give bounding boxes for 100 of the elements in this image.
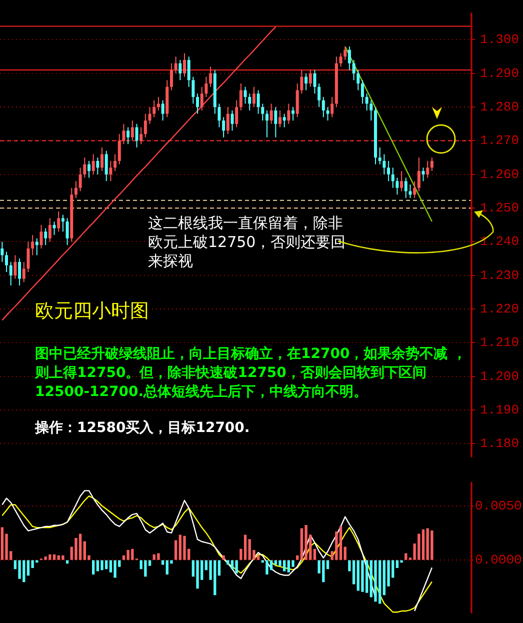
candlestick bbox=[144, 113, 147, 138]
candlestick bbox=[426, 160, 430, 178]
candlestick bbox=[352, 59, 356, 81]
candlestick bbox=[322, 96, 325, 118]
candlestick bbox=[83, 157, 86, 178]
candlestick bbox=[218, 103, 221, 128]
candlestick bbox=[174, 56, 178, 74]
candlestick bbox=[104, 150, 108, 182]
candlestick bbox=[26, 241, 30, 273]
candlestick bbox=[0, 241, 4, 262]
bar bbox=[174, 540, 178, 560]
y-tick-label: 1.220 bbox=[480, 302, 520, 317]
candlestick bbox=[66, 218, 69, 246]
candlestick bbox=[413, 180, 416, 198]
bar bbox=[157, 553, 160, 560]
y-tick-label: 1.290 bbox=[480, 66, 520, 81]
candlestick bbox=[209, 66, 212, 88]
candlestick bbox=[339, 52, 342, 68]
annotation: 这二根线我一直保留着，除非欧元上破12750，否则还要回来探视 bbox=[148, 214, 348, 271]
bar bbox=[235, 560, 238, 574]
candlestick bbox=[230, 110, 234, 132]
candlestick bbox=[178, 59, 182, 81]
candlestick bbox=[156, 96, 160, 111]
candlestick bbox=[31, 234, 34, 256]
y-tick-label: 1.190 bbox=[480, 402, 520, 418]
candlestick bbox=[287, 103, 290, 124]
candlestick bbox=[170, 62, 173, 91]
candlestick bbox=[52, 221, 56, 236]
bar bbox=[396, 560, 399, 568]
bar bbox=[52, 554, 56, 560]
bar bbox=[300, 528, 304, 560]
candlestick bbox=[370, 100, 373, 122]
candlestick bbox=[430, 157, 434, 172]
bar bbox=[244, 534, 247, 560]
candlestick bbox=[391, 167, 394, 188]
candlestick bbox=[152, 100, 156, 118]
candlestick bbox=[182, 52, 186, 78]
candlestick bbox=[265, 110, 268, 138]
bar bbox=[374, 560, 377, 602]
candlestick bbox=[78, 167, 82, 192]
candlestick bbox=[282, 113, 286, 128]
candlestick bbox=[248, 93, 252, 111]
candlestick bbox=[135, 123, 138, 148]
candlestick bbox=[222, 116, 226, 138]
candlestick bbox=[296, 83, 299, 118]
candlestick bbox=[417, 157, 420, 192]
y-tick-label: 1.200 bbox=[480, 368, 520, 384]
candlestick bbox=[365, 93, 368, 111]
bar bbox=[365, 560, 368, 593]
bar bbox=[270, 560, 273, 570]
annotation: 图中已经升破绿线阻止，向上目标确立，在12700，如果余势不减 ，则上得12750。但，除非快速破12750，否则会回软到下区间12500-12700.总体短线先上后下，中线方向不明。 bbox=[35, 345, 468, 402]
candlestick bbox=[57, 210, 60, 232]
y-tick-label: 0.0050 bbox=[475, 498, 522, 514]
candlestick bbox=[109, 160, 112, 182]
candlestick bbox=[48, 218, 52, 242]
candlestick bbox=[356, 70, 360, 91]
candlestick bbox=[22, 261, 26, 283]
candlestick bbox=[204, 76, 208, 98]
candlestick bbox=[226, 106, 230, 134]
candlestick bbox=[148, 106, 152, 124]
annotation: 操作：12580买入，目标12700. bbox=[35, 419, 251, 438]
bar bbox=[226, 560, 230, 565]
bar bbox=[183, 536, 186, 560]
candlestick bbox=[44, 228, 48, 246]
candlestick bbox=[330, 96, 334, 118]
y-tick-label: 1.210 bbox=[480, 335, 520, 350]
candlestick bbox=[274, 106, 278, 138]
bar bbox=[92, 560, 95, 574]
candlestick bbox=[261, 103, 264, 122]
candlestick bbox=[400, 170, 404, 192]
candlestick bbox=[140, 126, 143, 145]
candlestick bbox=[382, 154, 386, 175]
bar bbox=[196, 560, 199, 589]
y-tick-label: 1.230 bbox=[480, 268, 520, 283]
candlestick bbox=[304, 72, 308, 91]
candlestick bbox=[200, 86, 204, 111]
candlestick bbox=[422, 167, 425, 182]
candlestick bbox=[326, 106, 330, 122]
bar bbox=[313, 548, 316, 560]
y-tick-label: 1.260 bbox=[480, 166, 520, 182]
candlestick bbox=[40, 224, 43, 249]
candlestick bbox=[196, 93, 200, 114]
candlestick bbox=[360, 80, 364, 104]
candlestick bbox=[244, 86, 247, 104]
y-tick-label: 1.300 bbox=[480, 32, 520, 48]
candlestick bbox=[122, 123, 126, 145]
bar bbox=[62, 555, 64, 560]
bar bbox=[100, 560, 104, 570]
candlestick bbox=[114, 154, 117, 172]
bar bbox=[48, 554, 52, 560]
bar bbox=[430, 530, 434, 560]
candlestick bbox=[92, 154, 95, 175]
y-tick-label: 1.180 bbox=[480, 436, 520, 452]
candlestick bbox=[396, 177, 399, 196]
bar bbox=[339, 526, 342, 560]
candlestick bbox=[187, 56, 190, 88]
candlestick bbox=[96, 157, 100, 175]
candlestick bbox=[192, 76, 195, 104]
bar bbox=[144, 560, 147, 577]
candlestick bbox=[74, 180, 78, 198]
